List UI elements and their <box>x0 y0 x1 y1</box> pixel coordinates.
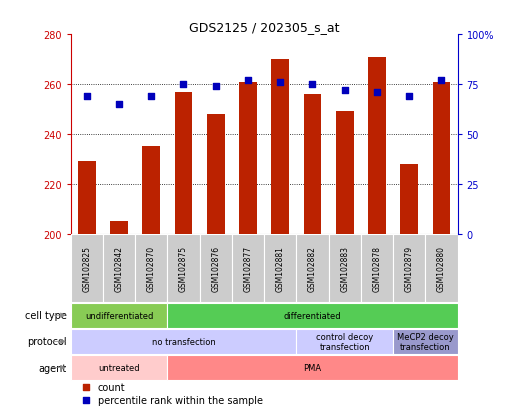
Point <box>340 88 349 94</box>
Text: undifferentiated: undifferentiated <box>85 311 153 320</box>
Point <box>82 384 90 391</box>
Bar <box>167 303 458 328</box>
Bar <box>297 329 393 354</box>
Bar <box>239 82 257 234</box>
Text: PMA: PMA <box>303 363 322 372</box>
Bar <box>433 82 450 234</box>
Text: protocol: protocol <box>27 337 67 347</box>
Bar <box>167 355 458 380</box>
Bar <box>71 329 297 354</box>
Bar <box>264 234 297 302</box>
Text: control decoy
transfection: control decoy transfection <box>316 332 373 351</box>
Bar <box>135 234 167 302</box>
Text: GSM102877: GSM102877 <box>244 245 253 291</box>
Point <box>83 93 91 100</box>
Text: GSM102870: GSM102870 <box>147 245 156 291</box>
Bar <box>336 112 354 234</box>
Bar <box>297 234 328 302</box>
Bar <box>142 147 160 234</box>
Text: untreated: untreated <box>98 363 140 372</box>
Text: percentile rank within the sample: percentile rank within the sample <box>98 395 263 405</box>
Text: differentiated: differentiated <box>283 311 342 320</box>
Text: GSM102825: GSM102825 <box>82 245 91 291</box>
Text: GSM102878: GSM102878 <box>372 245 381 291</box>
Bar <box>304 95 321 234</box>
Text: GSM102881: GSM102881 <box>276 245 285 291</box>
Text: agent: agent <box>39 363 67 373</box>
Point <box>373 90 381 96</box>
Text: GSM102842: GSM102842 <box>115 245 123 291</box>
Point <box>309 81 317 88</box>
Text: GSM102879: GSM102879 <box>405 245 414 291</box>
Bar <box>200 234 232 302</box>
Bar <box>207 115 224 234</box>
Bar <box>71 234 103 302</box>
Point <box>115 102 123 108</box>
Bar <box>103 234 135 302</box>
Bar <box>393 234 425 302</box>
Bar <box>232 234 264 302</box>
Bar <box>71 303 167 328</box>
Text: cell type: cell type <box>25 311 67 320</box>
Title: GDS2125 / 202305_s_at: GDS2125 / 202305_s_at <box>189 21 339 34</box>
Bar <box>328 234 361 302</box>
Bar <box>425 234 458 302</box>
Point <box>147 93 155 100</box>
Bar <box>401 164 418 234</box>
Point <box>82 397 90 404</box>
Text: GSM102876: GSM102876 <box>211 245 220 291</box>
Text: MeCP2 decoy
transfection: MeCP2 decoy transfection <box>397 332 454 351</box>
Point <box>211 83 220 90</box>
Text: GSM102880: GSM102880 <box>437 245 446 291</box>
Bar <box>167 234 200 302</box>
Text: count: count <box>98 382 126 392</box>
Point <box>276 80 285 86</box>
Text: GSM102875: GSM102875 <box>179 245 188 291</box>
Text: no transfection: no transfection <box>152 337 215 346</box>
Bar <box>71 355 167 380</box>
Point <box>437 78 446 84</box>
Bar <box>110 222 128 234</box>
Bar <box>271 60 289 234</box>
Point <box>244 78 252 84</box>
Point <box>405 93 413 100</box>
Bar <box>393 329 458 354</box>
Bar <box>361 234 393 302</box>
Point <box>179 81 188 88</box>
Text: GSM102883: GSM102883 <box>340 245 349 291</box>
Bar <box>78 162 96 234</box>
Text: GSM102882: GSM102882 <box>308 245 317 291</box>
Bar <box>368 57 386 234</box>
Bar <box>175 92 192 234</box>
